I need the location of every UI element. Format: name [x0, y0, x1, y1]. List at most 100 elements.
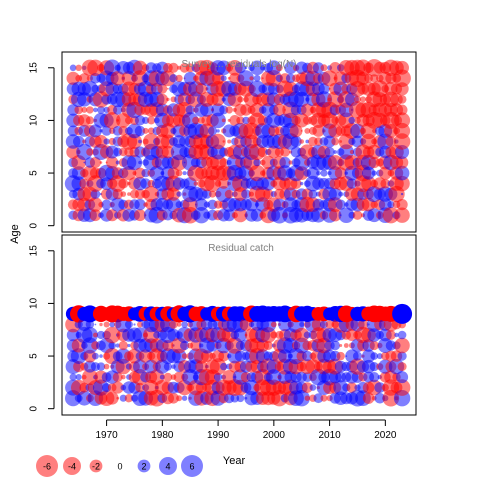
- panel-top-title: Survey ... residuals log(N): [181, 59, 296, 70]
- x-tick-label: 2020: [374, 430, 397, 441]
- residual-bubble: [94, 323, 97, 326]
- residual-bubble: [300, 130, 303, 132]
- residual-bubble: [141, 168, 150, 178]
- residual-bubble: [394, 175, 410, 192]
- residual-bubble: [103, 138, 110, 145]
- residual-bubble: [96, 362, 106, 371]
- residual-bubble: [69, 373, 77, 381]
- residual-bubble: [112, 188, 123, 200]
- x-tick-label: 1980: [151, 430, 174, 441]
- residual-bubble: [302, 372, 313, 382]
- residual-bubble: [225, 106, 233, 114]
- residual-bubble: [224, 189, 234, 199]
- residual-bubble: [111, 381, 124, 394]
- residual-bubble: [127, 134, 142, 149]
- residual-bubble: [352, 210, 363, 220]
- residual-bubble: [320, 64, 328, 72]
- residual-bubble: [101, 125, 112, 136]
- residual-bubble: [103, 363, 110, 370]
- residual-bubble: [290, 135, 302, 148]
- y-tick-label: 10: [29, 297, 40, 309]
- residual-bubble: [362, 392, 375, 404]
- y-tick-label: 15: [29, 62, 40, 74]
- residual-bubble: [163, 362, 172, 371]
- residual-bubble: [222, 140, 225, 143]
- residual-bubble: [85, 320, 95, 329]
- residual-bubble: [308, 189, 318, 199]
- residual-bubble: [276, 64, 283, 72]
- legend-label: 4: [165, 462, 170, 472]
- residual-bubble: [66, 145, 80, 159]
- residual-bubble: [132, 60, 148, 75]
- residual-bubble: [335, 199, 346, 210]
- residual-bubble: [263, 189, 274, 200]
- residual-bubble: [333, 380, 349, 395]
- residual-bubble: [99, 354, 103, 358]
- residual-bubble: [249, 60, 265, 76]
- residual-bubble: [385, 136, 397, 147]
- residual-bubble: [120, 191, 127, 197]
- residual-bubble: [138, 139, 142, 144]
- residual-bubble: [90, 189, 101, 199]
- panel-bottom-y-axis: 0 5 10 15: [29, 245, 55, 411]
- residual-bubble: [162, 340, 174, 351]
- residual-bubble: [346, 382, 358, 393]
- residual-bubble: [397, 330, 407, 340]
- residual-bubble: [99, 161, 103, 164]
- residual-bubble: [227, 139, 232, 144]
- legend-label: 2: [141, 462, 146, 472]
- residual-bubble: [312, 124, 325, 137]
- residual-bubble: [169, 320, 178, 329]
- residual-bubble: [181, 321, 188, 328]
- residual-bubble: [110, 71, 125, 86]
- residual-bubble: [89, 209, 102, 222]
- legend-bubble: [137, 459, 151, 473]
- residual-bubble: [304, 395, 310, 401]
- residual-bubble: [257, 146, 268, 158]
- residual-bubble: [236, 116, 245, 125]
- panel-bottom-title: Residual catch: [208, 243, 274, 254]
- legend-bubble: [181, 455, 203, 477]
- residual-bubble: [323, 135, 336, 148]
- residual-bubble: [93, 107, 98, 113]
- residual-bubble: [127, 192, 131, 196]
- panel-bottom-frame: [61, 234, 417, 416]
- residual-bubble: [227, 92, 242, 107]
- residual-bubble: [93, 332, 98, 338]
- y-tick-label: 0: [29, 222, 40, 228]
- residual-bubble: [118, 125, 129, 136]
- residual-bubble: [338, 191, 344, 197]
- residual-bubble: [163, 372, 173, 382]
- residual-bubble: [250, 208, 264, 222]
- residual-bubble: [181, 395, 188, 401]
- residual-bubble: [133, 323, 136, 326]
- y-axis-label: Age: [9, 224, 21, 244]
- residual-bubble: [369, 340, 379, 351]
- residual-bubble: [185, 105, 195, 115]
- residual-bubble: [216, 129, 220, 133]
- residual-bubble: [392, 303, 413, 324]
- panel-top-frame: [61, 51, 417, 233]
- residual-bubble: [73, 135, 85, 148]
- residual-bubble: [300, 181, 304, 186]
- residual-bubble: [394, 165, 410, 181]
- residual-bubble: [137, 321, 143, 328]
- residual-bubble: [353, 351, 362, 361]
- residual-bubble: [175, 169, 183, 177]
- panel-top: Survey ... residuals log(N) 0 5 10 15: [29, 51, 417, 233]
- residual-bubble: [106, 156, 119, 169]
- residual-bubble: [396, 371, 409, 384]
- residual-bubble: [81, 106, 88, 113]
- residual-bubble: [387, 201, 395, 209]
- residual-bubble: [69, 64, 77, 72]
- residual-bubble: [192, 116, 200, 125]
- residual-bubble: [216, 60, 231, 76]
- residual-bubble: [176, 191, 182, 197]
- residual-bubble: [263, 341, 273, 350]
- residual-bubble: [394, 207, 410, 223]
- panel-top-y-axis: 0 5 10 15: [29, 62, 55, 228]
- residual-bubble: [234, 62, 246, 74]
- residual-bubble: [329, 209, 342, 222]
- residual-bubble: [135, 382, 145, 393]
- residual-bubble: [218, 350, 230, 362]
